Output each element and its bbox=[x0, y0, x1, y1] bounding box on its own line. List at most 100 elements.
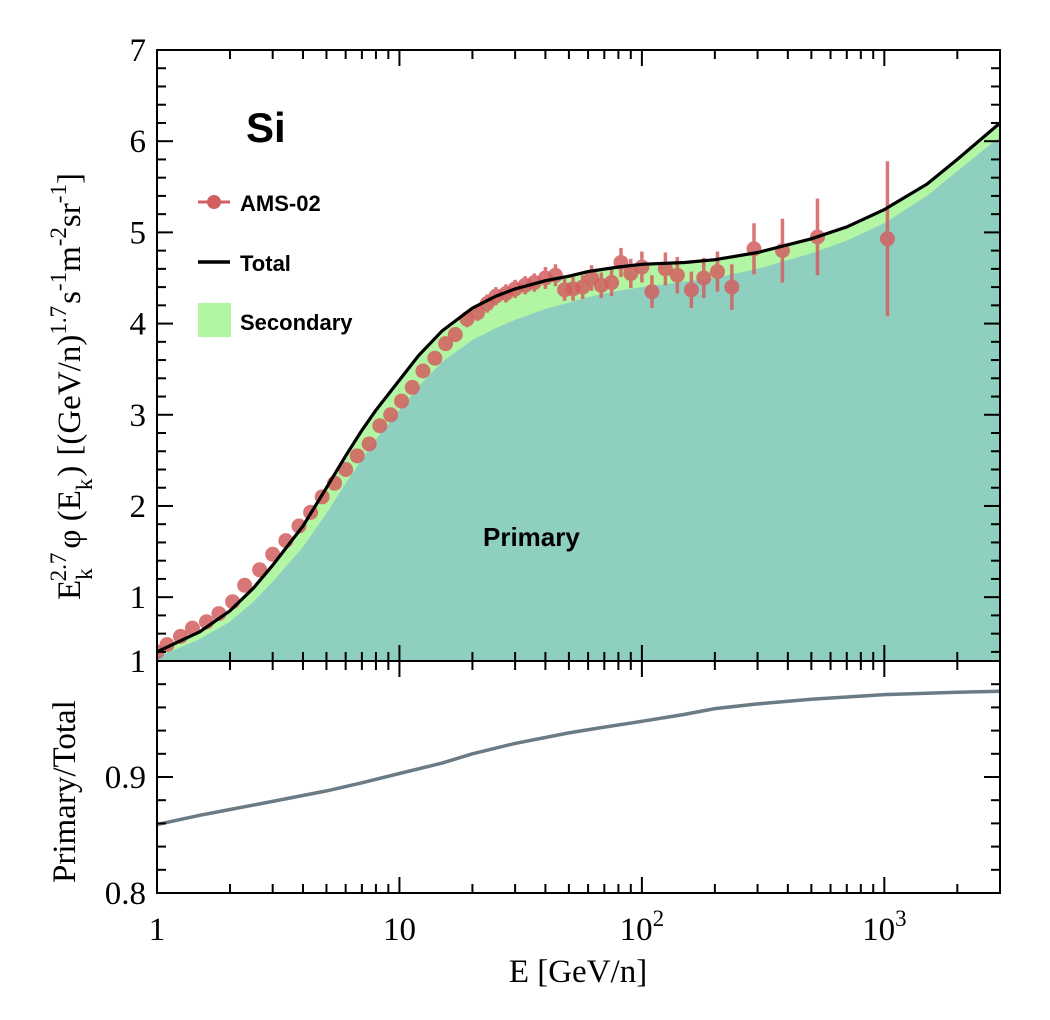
top-y-axis-label-text: Ek2.7φ (Ek)[(GeV/n)1.7s-1m-2sr-1] bbox=[46, 173, 97, 600]
ams-02-point bbox=[404, 379, 420, 395]
ratio-line bbox=[157, 689, 1000, 827]
ams-02-marker bbox=[696, 270, 712, 286]
ams-02-point bbox=[338, 461, 354, 477]
bottom-y-tick-labels: 0.8 0.9 1 bbox=[105, 644, 146, 912]
ams-02-marker bbox=[349, 448, 365, 464]
ams-02-marker bbox=[291, 518, 307, 534]
ams-02-marker bbox=[372, 418, 388, 434]
plot-area-top bbox=[157, 121, 1000, 661]
x-tick-label-base: 1 bbox=[149, 912, 166, 948]
x-axis-label: E [GeV/n] bbox=[509, 954, 647, 990]
ams-02-marker bbox=[724, 279, 740, 295]
y-tick-label: 5 bbox=[130, 215, 147, 251]
y-tick-label: 7 bbox=[130, 33, 147, 69]
top-y-tick-labels: 1 2 3 4 5 6 7 bbox=[130, 33, 147, 616]
ylabel-close: ] bbox=[52, 173, 88, 184]
ams-02-point bbox=[349, 448, 365, 464]
ams-02-point bbox=[415, 363, 431, 379]
x-tick-label-base: 10 bbox=[620, 912, 653, 948]
legend-item-ams-02[interactable]: AMS-02 bbox=[198, 191, 321, 216]
ylabel-sexp: -1 bbox=[46, 272, 71, 291]
ams-02-point bbox=[447, 327, 463, 343]
x-tick-label: 10 bbox=[383, 912, 416, 948]
ams-02-point bbox=[383, 407, 399, 423]
total-line bbox=[157, 121, 1000, 654]
legend-total-label: Total bbox=[240, 251, 291, 276]
y-tick-label: 1 bbox=[130, 580, 147, 616]
ams-02-point bbox=[291, 518, 307, 534]
ams-02-marker bbox=[338, 461, 354, 477]
ams-02-marker bbox=[657, 261, 673, 277]
legend-item-total[interactable]: Total bbox=[198, 251, 291, 276]
ams-02-marker bbox=[404, 379, 420, 395]
ams-02-point bbox=[724, 264, 740, 310]
ylabel-srexp: -1 bbox=[46, 184, 71, 203]
ams-02-marker bbox=[427, 350, 443, 366]
primary-annotation: Primary bbox=[483, 522, 580, 552]
ams-02-point bbox=[683, 271, 699, 309]
ylabel-s: s bbox=[52, 291, 88, 304]
x-tick-labels: 1 10 102 103 bbox=[149, 906, 907, 948]
ams-02-marker bbox=[447, 327, 463, 343]
ams-02-marker bbox=[438, 336, 454, 352]
ylabel-k-sub: k bbox=[72, 568, 97, 580]
ams-02-point bbox=[237, 577, 253, 593]
ams-02-point bbox=[604, 268, 620, 297]
y-tick-label: 0.8 bbox=[105, 876, 146, 912]
ams-02-marker bbox=[709, 264, 725, 280]
ams-02-marker bbox=[644, 284, 660, 300]
ams-02-points bbox=[157, 161, 895, 660]
ams-02-marker bbox=[604, 275, 620, 291]
x-tick-label: 1 bbox=[149, 912, 166, 948]
top-y-axis-label: Ek2.7φ (Ek)[(GeV/n)1.7s-1m-2sr-1] bbox=[46, 173, 97, 600]
ams-02-point bbox=[252, 562, 268, 578]
x-tick-label: 102 bbox=[620, 906, 665, 948]
ams-02-point bbox=[427, 350, 443, 366]
ylabel-exp27: 2.7 bbox=[46, 553, 71, 582]
bottom-panel: 0.80.91 1 10 102 103 Primary/Total E [GeV/n… bbox=[47, 644, 1001, 990]
y-tick-label: 4 bbox=[130, 307, 147, 343]
ams-02-point bbox=[394, 393, 410, 409]
ams-02-marker bbox=[623, 265, 639, 281]
ams-02-marker bbox=[383, 407, 399, 423]
ams-02-marker bbox=[237, 577, 253, 593]
top-axis-ticks bbox=[156, 49, 1001, 661]
ams-02-marker bbox=[252, 562, 268, 578]
y-tick-label: 1 bbox=[130, 644, 147, 680]
ams-02-point bbox=[623, 258, 639, 289]
legend-secondary-label: Secondary bbox=[240, 310, 353, 335]
ams-02-marker bbox=[361, 436, 377, 452]
legend-secondary-swatch bbox=[198, 303, 231, 337]
top-panel: 1 2 3 4 5 6 7 Si Primary AMS-02 Total Secondar… bbox=[46, 33, 1001, 662]
ams-02-point bbox=[879, 161, 895, 317]
ams-02-point bbox=[438, 336, 454, 352]
ylabel-phi-close: ) bbox=[52, 466, 88, 477]
ams-02-point bbox=[657, 252, 673, 286]
y-tick-label: 2 bbox=[130, 489, 147, 525]
legend-item-secondary[interactable]: Secondary bbox=[198, 303, 353, 337]
y-tick-label: 3 bbox=[130, 398, 147, 434]
legend-ams-label: AMS-02 bbox=[240, 191, 321, 216]
bottom-axis-ticks bbox=[156, 660, 1001, 894]
chart-title: Si bbox=[246, 104, 286, 151]
ams-02-point bbox=[696, 257, 712, 299]
x-tick-label: 103 bbox=[862, 906, 907, 948]
plot-area-bottom bbox=[157, 689, 1000, 827]
ams-02-marker bbox=[415, 363, 431, 379]
x-tick-label-base: 10 bbox=[383, 912, 416, 948]
ylabel-k-sub2: k bbox=[72, 478, 97, 490]
ylabel-phi: φ (E bbox=[52, 490, 88, 548]
ylabel-units: [(GeV/n) bbox=[52, 335, 88, 456]
ams-02-point bbox=[372, 418, 388, 434]
y-tick-label: 6 bbox=[130, 124, 147, 160]
legend: AMS-02 Total Secondary bbox=[198, 191, 353, 337]
ams-02-marker bbox=[394, 393, 410, 409]
bottom-y-axis-label: Primary/Total bbox=[47, 700, 83, 883]
primary-area bbox=[157, 136, 1000, 661]
ylabel-e: E bbox=[52, 580, 88, 600]
x-tick-label-exponent: 2 bbox=[653, 906, 665, 931]
ylabel-exp17: 1.7 bbox=[46, 306, 71, 335]
ylabel-m: m bbox=[52, 246, 88, 272]
legend-ams-marker bbox=[207, 195, 221, 209]
